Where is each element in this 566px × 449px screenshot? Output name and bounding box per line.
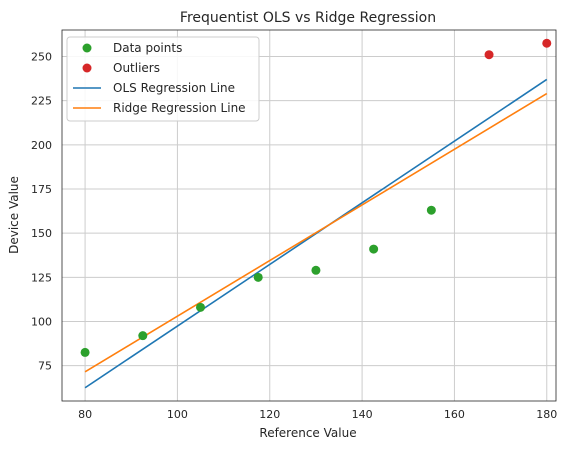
- data-points-point: [253, 272, 263, 282]
- plot-frame: [61, 29, 557, 402]
- y-tick-label: 75: [38, 360, 52, 373]
- legend-box: [66, 36, 260, 122]
- x-tick-labels: 80 100 120 140 160 180: [78, 408, 557, 421]
- outliers-point: [484, 50, 494, 60]
- data-points-point: [311, 265, 321, 275]
- scatter-points: [80, 38, 552, 357]
- y-axis-label: Device Value: [7, 176, 21, 254]
- chart-title: Frequentist OLS vs Ridge Regression: [180, 10, 436, 26]
- regression-lines: [84, 78, 548, 389]
- data-points-point: [80, 347, 90, 357]
- x-tick-label: 160: [444, 408, 465, 421]
- y-tick-labels: 75 100 125 150 175 200 225 250: [31, 51, 52, 373]
- x-axis-label: Reference Value: [259, 426, 356, 440]
- data-points-point: [196, 302, 206, 312]
- x-tick-label: 180: [536, 408, 557, 421]
- legend: Data points Outliers OLS Regression Line Ri…: [66, 36, 260, 122]
- x-tick-label: 120: [259, 408, 280, 421]
- data-points-point: [369, 244, 379, 254]
- data-points-point: [138, 331, 148, 341]
- y-tick-label: 225: [31, 95, 52, 108]
- y-tick-label: 250: [31, 51, 52, 64]
- x-tick-label: 80: [78, 408, 92, 421]
- y-tick-label: 175: [31, 183, 52, 196]
- x-tick-label: 100: [167, 408, 188, 421]
- legend-label: Outliers: [113, 61, 160, 75]
- legend-point-marker: [82, 63, 92, 73]
- legend-label: Ridge Regression Line: [113, 101, 246, 115]
- data-points-point: [426, 205, 436, 215]
- y-tick-label: 100: [31, 316, 52, 329]
- grid-lines: [62, 30, 556, 401]
- legend-label: Data points: [113, 41, 182, 55]
- legend-point-marker: [82, 43, 92, 53]
- x-tick-label: 140: [352, 408, 373, 421]
- outliers-point: [542, 38, 552, 48]
- y-tick-label: 150: [31, 227, 52, 240]
- y-tick-label: 200: [31, 139, 52, 152]
- y-tick-label: 125: [31, 271, 52, 284]
- legend-label: OLS Regression Line: [113, 81, 235, 95]
- ridge-regression-line-line: [84, 92, 548, 373]
